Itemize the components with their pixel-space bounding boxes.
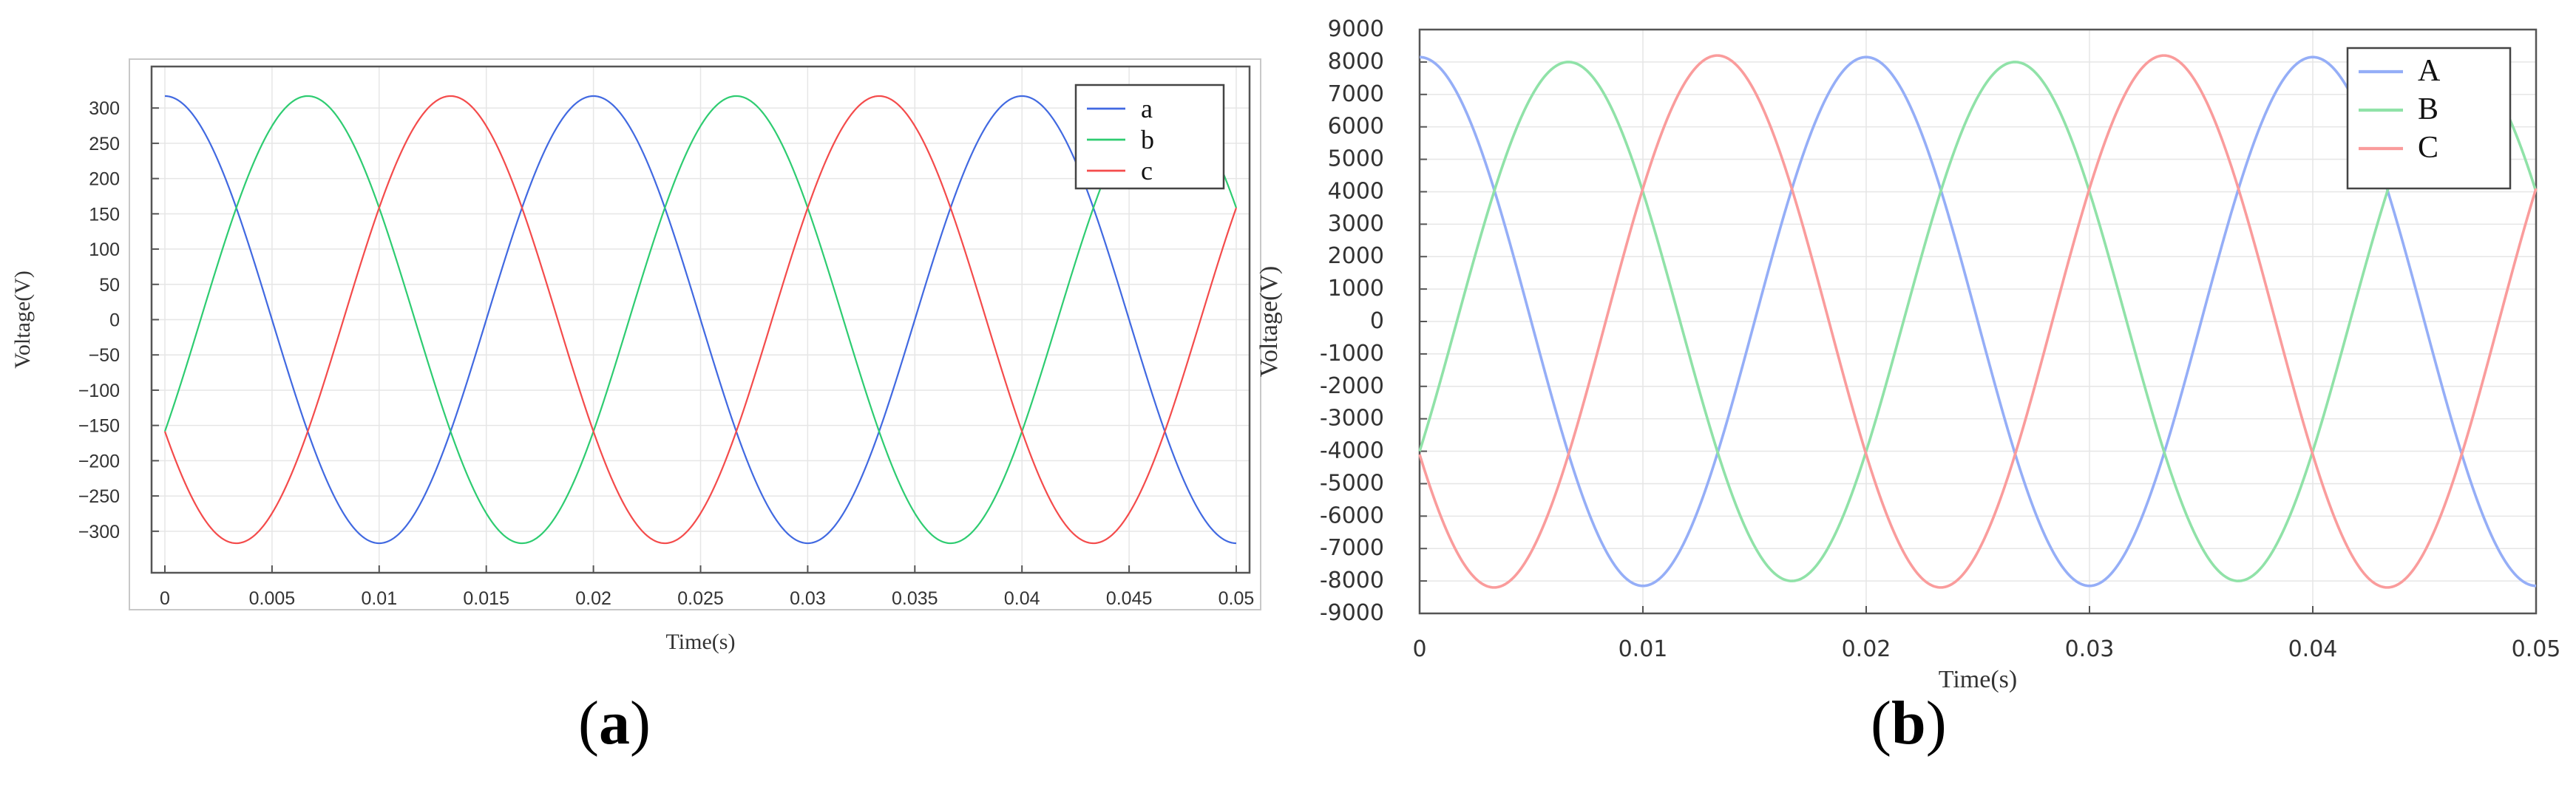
chart-b-ytick-label-18: -9000 [1320, 600, 1384, 626]
chart-b-ytick-label-9: 0 [1370, 308, 1384, 334]
chart-a-outer-frame [129, 58, 1261, 610]
chart-b-legend-label-A: A [2418, 54, 2441, 88]
chart-a-ytick-label-7: −50 [89, 345, 120, 366]
chart-b-series-C [1418, 54, 2538, 589]
chart-b-ytick-label-17: -8000 [1320, 568, 1384, 593]
chart-a-ytick-label-1: 250 [89, 134, 120, 154]
chart-b-xlabel: Time(s) [1939, 666, 2017, 693]
chart-a-series-a [164, 95, 1237, 545]
chart-a-ytick-label-0: 300 [89, 98, 120, 119]
chart-b-ytick-label-1: 8000 [1328, 49, 1384, 75]
chart-a-legend-label-a: a [1141, 94, 1153, 123]
chart-a-ytick-label-9: −150 [78, 416, 120, 437]
chart-b-xtick-label-4: 0.04 [2288, 636, 2338, 662]
chart-b-ytick-label-16: -7000 [1320, 535, 1384, 561]
chart-b-ytick-label-5: 4000 [1328, 178, 1384, 204]
panel-b-close: ) [1925, 689, 1947, 758]
chart-b-ytick-label-11: -2000 [1320, 373, 1384, 399]
chart-b-ytick-label-7: 2000 [1328, 243, 1384, 269]
chart-a-legend-label-b: b [1141, 125, 1154, 154]
chart-a-xtick-label-0: 0 [160, 588, 170, 609]
chart-b-xtick-label-0: 0 [1412, 636, 1426, 662]
chart-b-series-B [1418, 61, 2538, 582]
chart-b-xtick-label-5: 0.05 [2512, 636, 2561, 662]
chart-b-ytick-label-6: 3000 [1328, 211, 1384, 236]
chart-a-xtick-label-2: 0.01 [361, 588, 397, 609]
chart-a-xtick-label-6: 0.03 [790, 588, 826, 609]
panel-a-close: ) [629, 689, 651, 758]
chart-a-legend-label-c: c [1141, 156, 1153, 186]
chart-a-xtick-label-3: 0.015 [463, 588, 509, 609]
chart-a-xtick-label-9: 0.045 [1106, 588, 1153, 609]
chart-a: 0 0.005 0.01 0.015 0.02 0.025 0.03 0.035 0.04 0.0… [10, 58, 1261, 654]
chart-b-ytick-label-0: 9000 [1328, 16, 1384, 42]
chart-b-ytick-label-2: 7000 [1328, 81, 1384, 107]
chart-b-legend-label-C: C [2418, 131, 2438, 165]
chart-a-xtick-label-8: 0.04 [1004, 588, 1040, 609]
chart-a-ytick-label-5: 50 [99, 275, 120, 296]
chart-a-xtick-label-7: 0.035 [892, 588, 938, 609]
chart-a-ytick-label-10: −200 [78, 451, 120, 472]
chart-b-xtick-label-2: 0.02 [1842, 636, 1891, 662]
chart-b-ytick-label-15: -6000 [1320, 503, 1384, 528]
chart-b-ytick-label-4: 5000 [1328, 146, 1384, 172]
chart-b: 0 0.01 0.02 0.03 0.04 0.05 9000 8000 7000 6000 500… [1255, 16, 2560, 693]
chart-a-ytick-label-6: 0 [109, 310, 120, 331]
panel-a-open: ( [578, 689, 599, 758]
panel-a-letter: a [598, 689, 630, 758]
chart-a-xtick-label-1: 0.005 [249, 588, 296, 609]
chart-a-ylabel: Voltage(V) [10, 270, 35, 369]
chart-a-ytick-label-12: −300 [78, 522, 120, 542]
chart-a-ytick-label-8: −100 [78, 381, 120, 401]
chart-b-xtick-label-1: 0.01 [1619, 636, 1668, 662]
chart-b-legend-label-B: B [2418, 92, 2438, 126]
panel-label-a: (a) [578, 687, 651, 759]
chart-b-ytick-label-3: 6000 [1328, 114, 1384, 140]
chart-b-ytick-label-10: -1000 [1320, 341, 1384, 367]
chart-a-series-b [163, 95, 1238, 545]
chart-a-xtick-label-5: 0.025 [677, 588, 724, 609]
chart-a-xlabel: Time(s) [666, 630, 736, 654]
chart-b-ytick-label-8: 1000 [1328, 276, 1384, 302]
chart-b-ytick-label-13: -4000 [1320, 438, 1384, 464]
panel-b-letter: b [1891, 689, 1926, 758]
chart-a-ytick-label-11: −250 [78, 486, 120, 507]
chart-a-ytick-label-2: 200 [89, 169, 120, 190]
chart-a-ytick-label-4: 100 [89, 239, 120, 260]
chart-b-ytick-label-14: -5000 [1320, 470, 1384, 496]
chart-a-ytick-label-3: 150 [89, 204, 120, 225]
chart-b-xtick-label-3: 0.03 [2065, 636, 2115, 662]
chart-a-xtick-label-4: 0.02 [575, 588, 611, 609]
chart-a-xtick-label-10: 0.05 [1218, 588, 1255, 609]
chart-b-ylabel: Voltage(V) [1255, 266, 1283, 377]
panel-b-open: ( [1871, 689, 1891, 758]
chart-a-series-c [163, 95, 1238, 545]
panel-label-b: (b) [1871, 687, 1947, 759]
chart-b-ytick-label-12: -3000 [1320, 406, 1384, 432]
